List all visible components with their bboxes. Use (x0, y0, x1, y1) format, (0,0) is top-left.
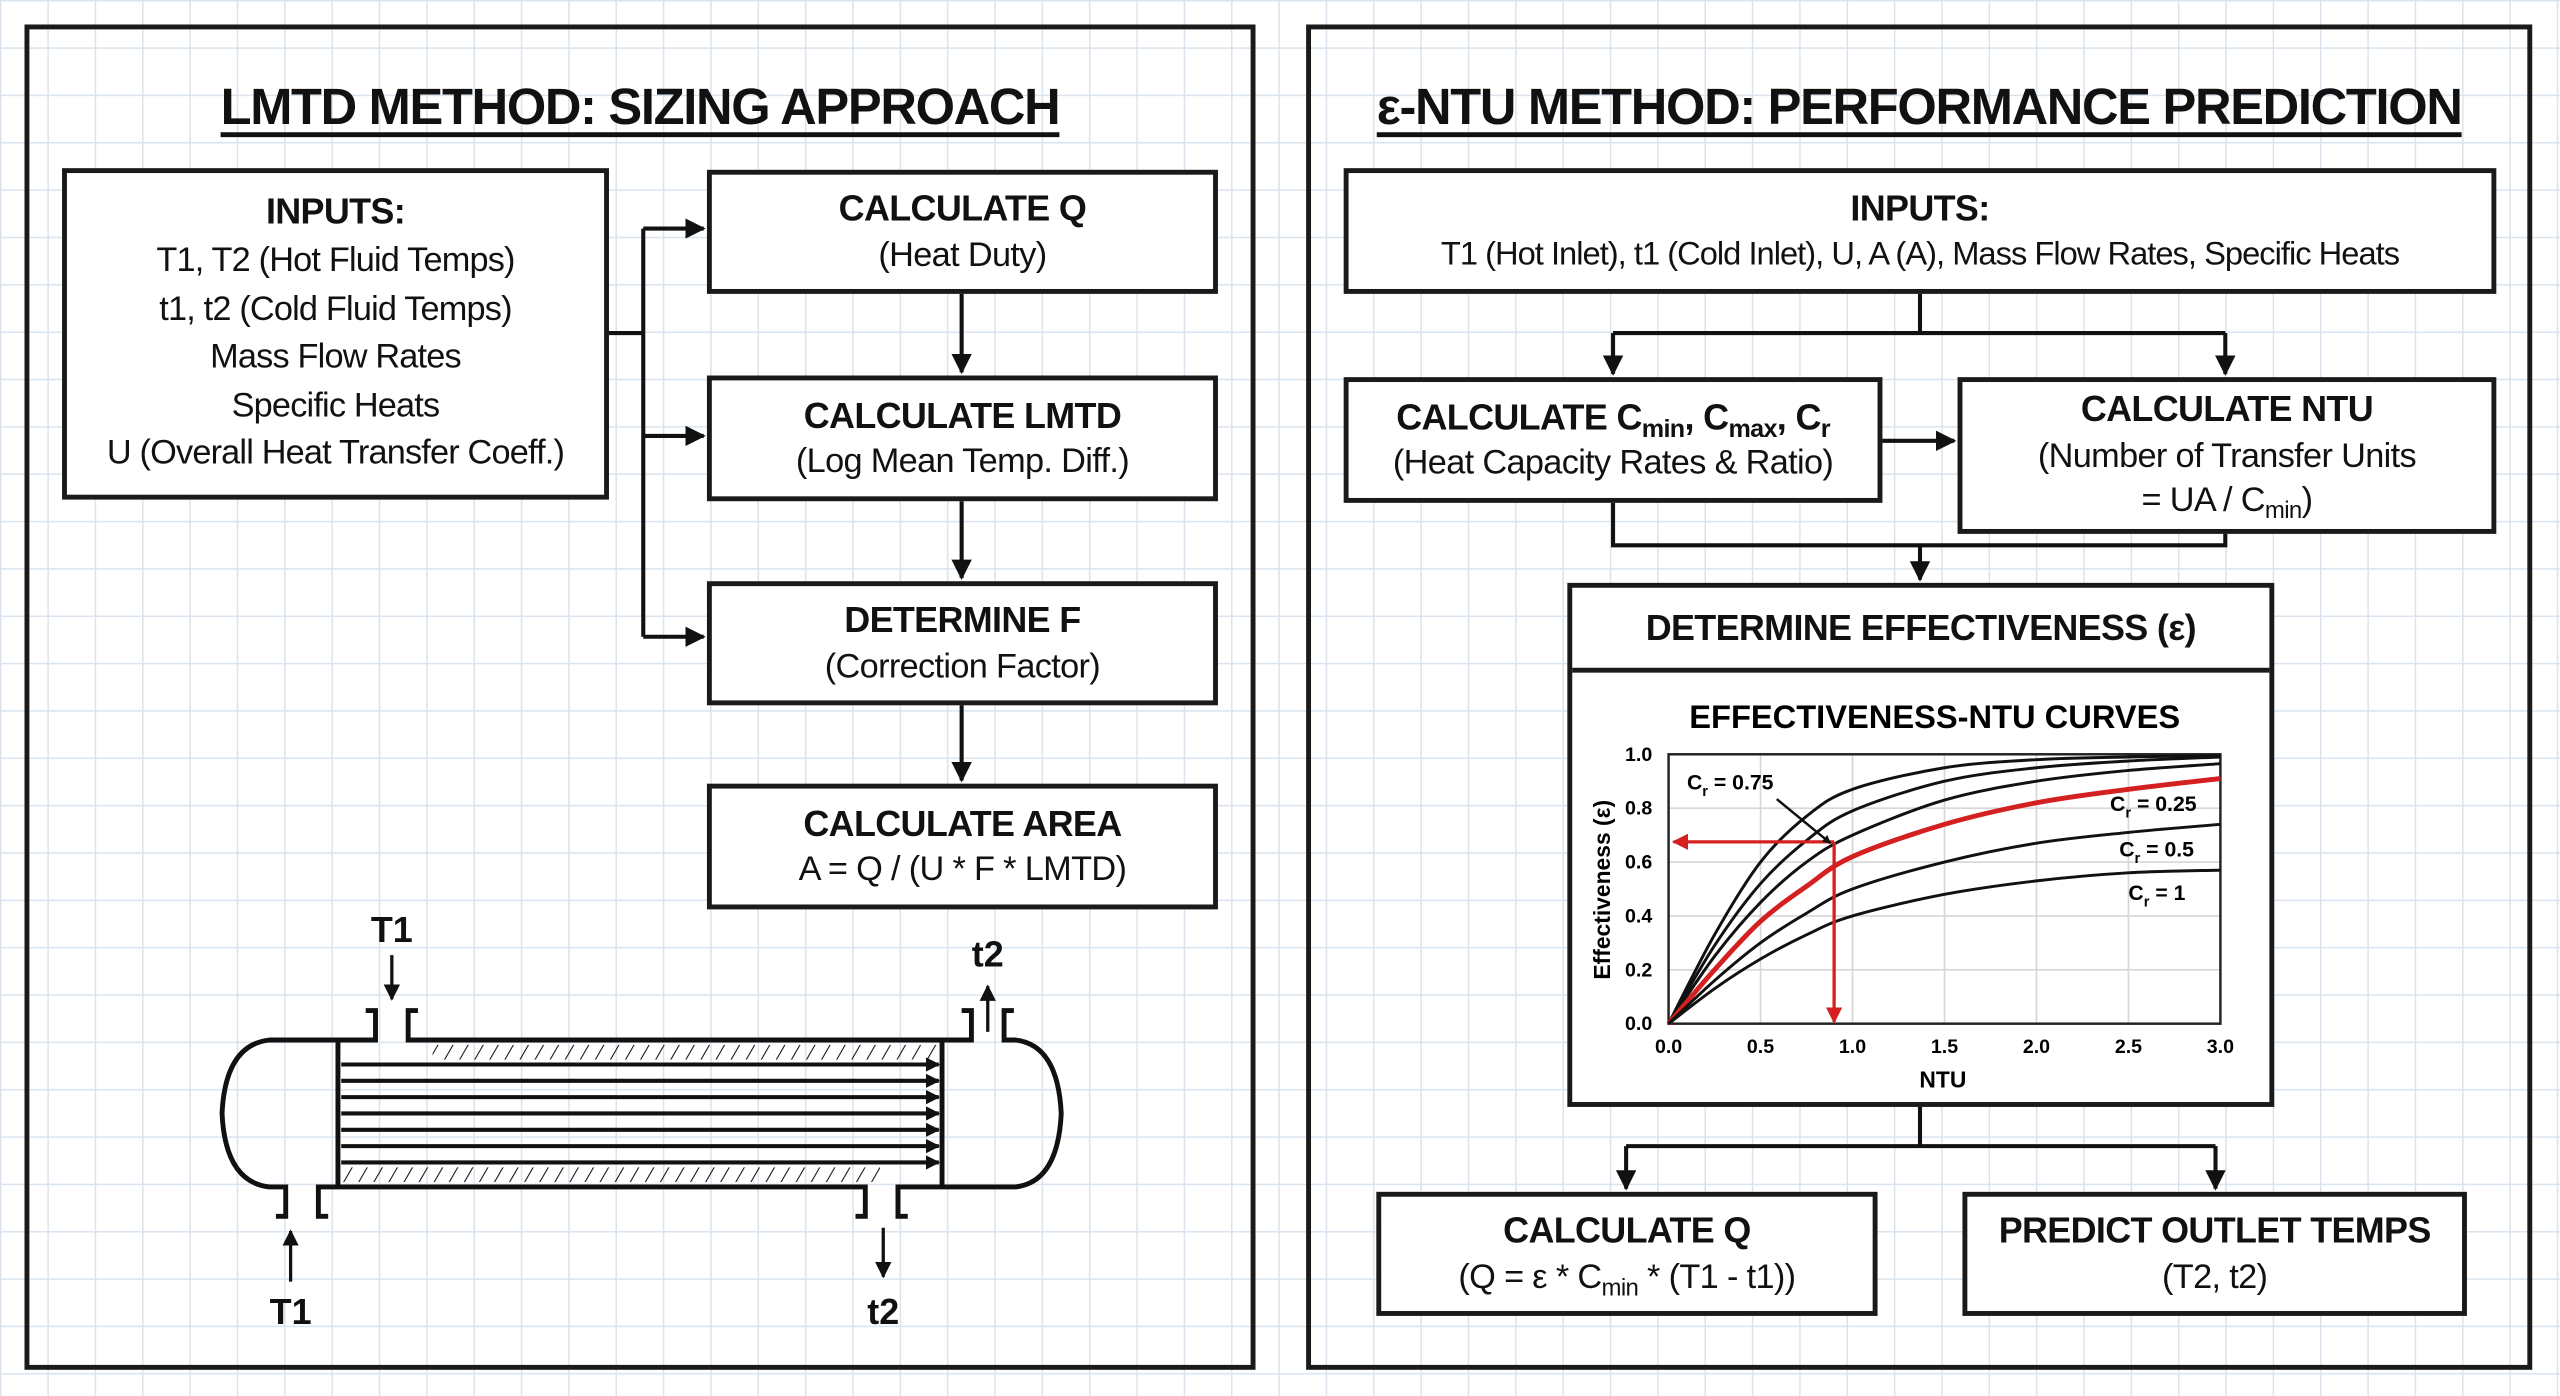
inputs-heading: INPUTS: (265, 191, 406, 233)
entu-inputs-box: INPUTS: T1 (Hot Inlet), t1 (Cold Inlet),… (1343, 168, 2497, 294)
calc-ntu-line2: = UA / Cmin) (2141, 482, 2313, 526)
input-line: Specific Heats (231, 386, 441, 424)
input-line: T1 (Hot Inlet), t1 (Cold Inlet), U, A (A… (1440, 236, 2400, 273)
determine-f-box: DETERMINE F (Correction Factor) (706, 581, 1218, 706)
input-line: Mass Flow Rates (210, 338, 462, 376)
calc-ntu-title: CALCULATE NTU (2080, 389, 2374, 431)
lmtd-inputs-box: INPUTS: T1, T2 (Hot Fluid Temps) t1, t2 … (62, 168, 609, 500)
calc-q-formula: (Q = ε * Cmin * (T1 - t1)) (1458, 1258, 1796, 1302)
inputs-heading: INPUTS: (1850, 188, 1990, 229)
calculate-q-effectiveness-box: CALCULATE Q (Q = ε * Cmin * (T1 - t1)) (1376, 1191, 1878, 1316)
predict-subtitle: (T2, t2) (2162, 1258, 2268, 1296)
calculate-area-box: CALCULATE AREA A = Q / (U * F * LMTD) (706, 783, 1218, 910)
step-subtitle: (Log Mean Temp. Diff.) (795, 442, 1130, 481)
step-subtitle: A = Q / (U * F * LMTD) (798, 850, 1127, 889)
lmtd-title: LMTD METHOD: SIZING APPROACH (29, 78, 1250, 137)
calc-c-title: CALCULATE Cmin, Cmax, Cr (1396, 395, 1830, 443)
lmtd-title-text: LMTD METHOD: SIZING APPROACH (220, 78, 1061, 136)
step-title: CALCULATE Q (838, 187, 1087, 229)
calculate-q-box: CALCULATE Q (Heat Duty) (706, 169, 1218, 294)
calc-q-title: CALCULATE Q (1503, 1209, 1751, 1251)
step-title: DETERMINE F (844, 599, 1081, 641)
step-title: CALCULATE AREA (803, 802, 1122, 844)
calc-c-subtitle: (Heat Capacity Rates & Ratio) (1392, 444, 1834, 482)
calc-ntu-line1: (Number of Transfer Units (2037, 437, 2417, 476)
step-title: CALCULATE LMTD (803, 394, 1122, 436)
lmtd-panel: LMTD METHOD: SIZING APPROACH (24, 24, 1256, 1370)
input-line: t1, t2 (Cold Fluid Temps) (159, 289, 512, 328)
entu-title-text: ε-NTU METHOD: PERFORMANCE PREDICTION (1376, 78, 2463, 136)
calculate-c-box: CALCULATE Cmin, Cmax, Cr (Heat Capacity … (1343, 377, 1883, 503)
predict-outlet-temps-box: PREDICT OUTLET TEMPS (T2, t2) (1962, 1191, 2467, 1316)
step-subtitle: (Correction Factor) (824, 647, 1101, 686)
entu-panel: ε-NTU METHOD: PERFORMANCE PREDICTION (1306, 24, 2533, 1370)
entu-title: ε-NTU METHOD: PERFORMANCE PREDICTION (1311, 78, 2527, 137)
step-subtitle: (Heat Duty) (878, 236, 1047, 274)
effectiveness-title: DETERMINE EFFECTIVENESS (ε) (1572, 588, 2270, 673)
input-line: T1, T2 (Hot Fluid Temps) (156, 241, 515, 280)
calculate-ntu-box: CALCULATE NTU (Number of Transfer Units … (1957, 377, 2497, 534)
input-line: U (Overall Heat Transfer Coeff.) (106, 434, 565, 472)
determine-effectiveness-box: DETERMINE EFFECTIVENESS (ε) (1567, 582, 2275, 1107)
predict-title: PREDICT OUTLET TEMPS (1998, 1209, 2432, 1251)
calculate-lmtd-box: CALCULATE LMTD (Log Mean Temp. Diff.) (706, 375, 1218, 502)
